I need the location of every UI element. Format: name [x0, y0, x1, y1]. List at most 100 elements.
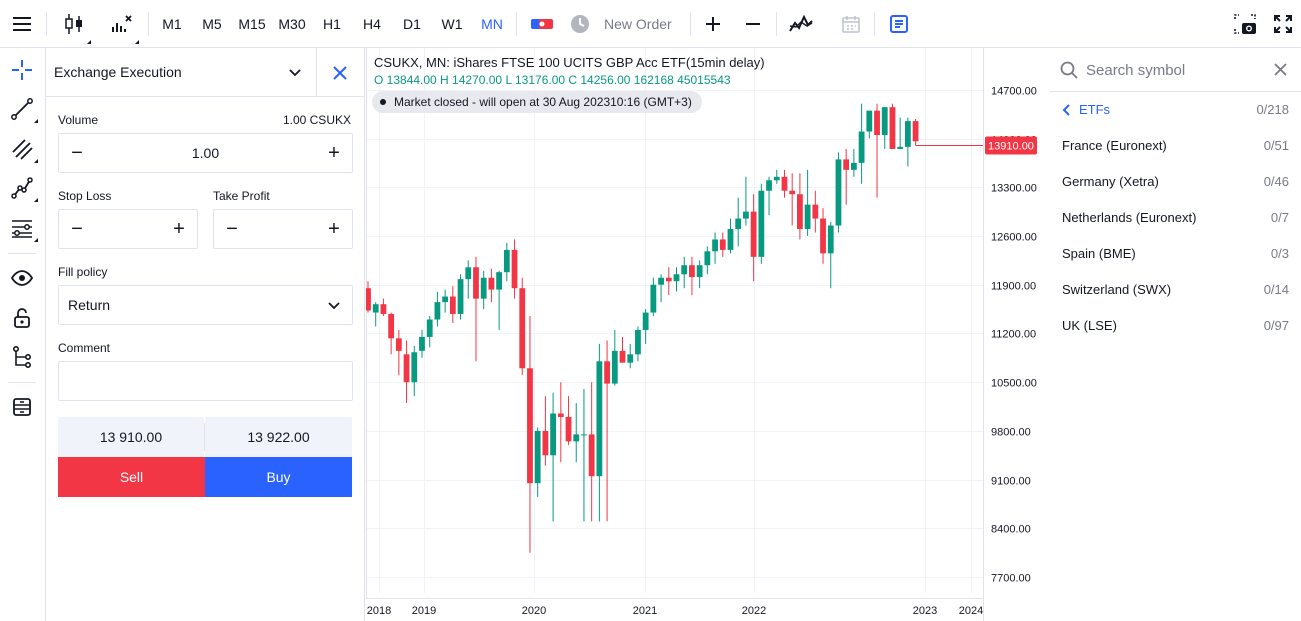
current-price-label: 13910.00 — [988, 141, 1034, 153]
candle-body — [735, 218, 742, 230]
candle-body — [542, 430, 549, 456]
fill-policy-label: Fill policy — [58, 265, 108, 279]
object-tree-icon[interactable] — [8, 343, 36, 371]
take-profit-increase-button[interactable]: + — [328, 217, 340, 240]
candle-body — [850, 162, 857, 170]
x-tick-label: 2021 — [633, 605, 657, 617]
order-panel-toggle-icon[interactable] — [882, 0, 916, 48]
comment-input[interactable] — [58, 361, 353, 401]
fibonacci-icon[interactable] — [8, 214, 38, 242]
candle-body — [681, 265, 688, 275]
menu-icon[interactable] — [2, 0, 42, 48]
candle-body — [588, 434, 595, 477]
y-tick-label: 9100.00 — [991, 476, 1031, 488]
list-item-count: 0/51 — [1263, 138, 1289, 153]
symbol-panel: Search symbol ETFs 0/218 France (Euronex… — [1050, 48, 1301, 621]
order-panel: Exchange Execution Volume 1.00 CSUKX − 1… — [46, 48, 365, 621]
timeframe-h1[interactable]: H1 — [323, 16, 341, 32]
close-icon[interactable] — [333, 66, 347, 85]
fullscreen-icon[interactable] — [1264, 0, 1301, 48]
volume-increase-button[interactable]: + — [328, 141, 340, 164]
buy-button[interactable]: Buy — [205, 457, 352, 497]
volume-decrease-button[interactable]: − — [71, 141, 83, 164]
timeframe-d1[interactable]: D1 — [403, 16, 421, 32]
candle-body — [581, 434, 587, 436]
candle-body — [912, 121, 919, 142]
timeframe-w1[interactable]: W1 — [441, 16, 463, 32]
take-profit-label: Take Profit — [213, 189, 270, 203]
zoom-out-icon[interactable] — [738, 0, 768, 48]
list-item[interactable]: Netherlands (Euronext) 0/7 — [1050, 200, 1301, 236]
stop-loss-increase-button[interactable]: + — [173, 217, 185, 240]
candle-body — [650, 284, 657, 313]
take-profit-stepper[interactable]: − + — [213, 209, 353, 249]
list-item-name: Netherlands (Euronext) — [1062, 210, 1197, 225]
line-chart-icon[interactable] — [784, 0, 818, 48]
stop-loss-stepper[interactable]: − + — [58, 209, 198, 249]
trend-line-icon[interactable] — [8, 95, 38, 123]
candle-body — [897, 146, 904, 149]
execution-type-select[interactable]: Exchange Execution — [54, 64, 182, 80]
indicators-icon[interactable] — [102, 0, 142, 48]
take-profit-decrease-button[interactable]: − — [226, 217, 238, 240]
candle-body — [604, 361, 610, 384]
chevron-down-icon[interactable] — [288, 66, 302, 85]
candle-body — [550, 413, 556, 456]
list-item-count: 0/97 — [1263, 318, 1289, 333]
timeframe-m30[interactable]: M30 — [278, 16, 306, 32]
list-item[interactable]: Germany (Xetra) 0/46 — [1050, 164, 1301, 200]
timeframe-mn[interactable]: MN — [481, 16, 503, 32]
list-item[interactable]: France (Euronext) 0/51 — [1050, 128, 1301, 164]
x-tick-label: 2020 — [522, 605, 546, 617]
volume-label: Volume — [58, 113, 99, 127]
list-item[interactable]: Switzerland (SWX) 0/14 — [1050, 272, 1301, 308]
clear-search-icon[interactable] — [1274, 63, 1287, 81]
candlestick-chart[interactable]: 14700.0014000.0013300.0012600.0011900.00… — [366, 48, 1050, 621]
new-order-button[interactable]: New Order — [570, 0, 680, 48]
chart-type-candles-icon[interactable] — [54, 0, 94, 48]
candle-body — [635, 329, 641, 355]
search-icon — [1060, 61, 1078, 84]
buy-price: 13 922.00 — [205, 417, 352, 457]
list-item[interactable]: Spain (BME) 0/3 — [1050, 236, 1301, 272]
y-tick-label: 7700.00 — [991, 573, 1031, 585]
timeframe-h4[interactable]: H4 — [363, 16, 381, 32]
x-tick-label: 2024 — [959, 605, 983, 617]
volume-input[interactable]: 1.00 — [191, 145, 220, 161]
timeframe-m15[interactable]: M15 — [238, 16, 266, 32]
sell-button[interactable]: Sell — [58, 457, 205, 497]
lock-icon[interactable] — [8, 304, 36, 332]
calendar-icon[interactable] — [834, 0, 868, 48]
candle-body — [619, 350, 626, 363]
sell-price: 13 910.00 — [58, 417, 204, 457]
zoom-in-icon[interactable] — [698, 0, 728, 48]
crosshair-icon[interactable] — [8, 56, 36, 84]
candle-body — [426, 319, 433, 337]
chevron-down-icon — [327, 299, 341, 318]
parallel-channel-icon[interactable] — [8, 135, 38, 163]
list-item[interactable]: UK (LSE) 0/97 — [1050, 308, 1301, 344]
candle-body — [665, 277, 672, 282]
chevron-left-icon[interactable] — [1062, 104, 1072, 119]
group-back-row[interactable]: ETFs 0/218 — [1050, 92, 1301, 128]
candle-body — [527, 368, 533, 484]
chart-area[interactable]: 14700.0014000.0013300.0012600.0011900.00… — [366, 48, 1050, 621]
search-input[interactable]: Search symbol — [1086, 62, 1186, 79]
timeframe-m1[interactable]: M1 — [162, 16, 182, 32]
path-tool-icon[interactable] — [8, 174, 38, 202]
timeframe-m5[interactable]: M5 — [202, 16, 222, 32]
screenshot-icon[interactable] — [1226, 0, 1264, 48]
eye-icon[interactable] — [8, 264, 36, 292]
list-item-count: 0/7 — [1270, 210, 1289, 225]
candle-body — [889, 107, 896, 149]
list-item-name: UK (LSE) — [1062, 318, 1117, 333]
fill-policy-select[interactable]: Return — [58, 285, 353, 325]
algo-trading-icon[interactable] — [524, 0, 560, 48]
candle-body — [689, 265, 695, 278]
status-dot-icon — [380, 99, 386, 105]
volume-stepper[interactable]: − 1.00 + — [58, 133, 353, 173]
stop-loss-decrease-button[interactable]: − — [71, 217, 83, 240]
candle-body — [673, 274, 680, 282]
delete-drawings-icon[interactable] — [8, 393, 36, 421]
candle-body — [658, 277, 664, 285]
